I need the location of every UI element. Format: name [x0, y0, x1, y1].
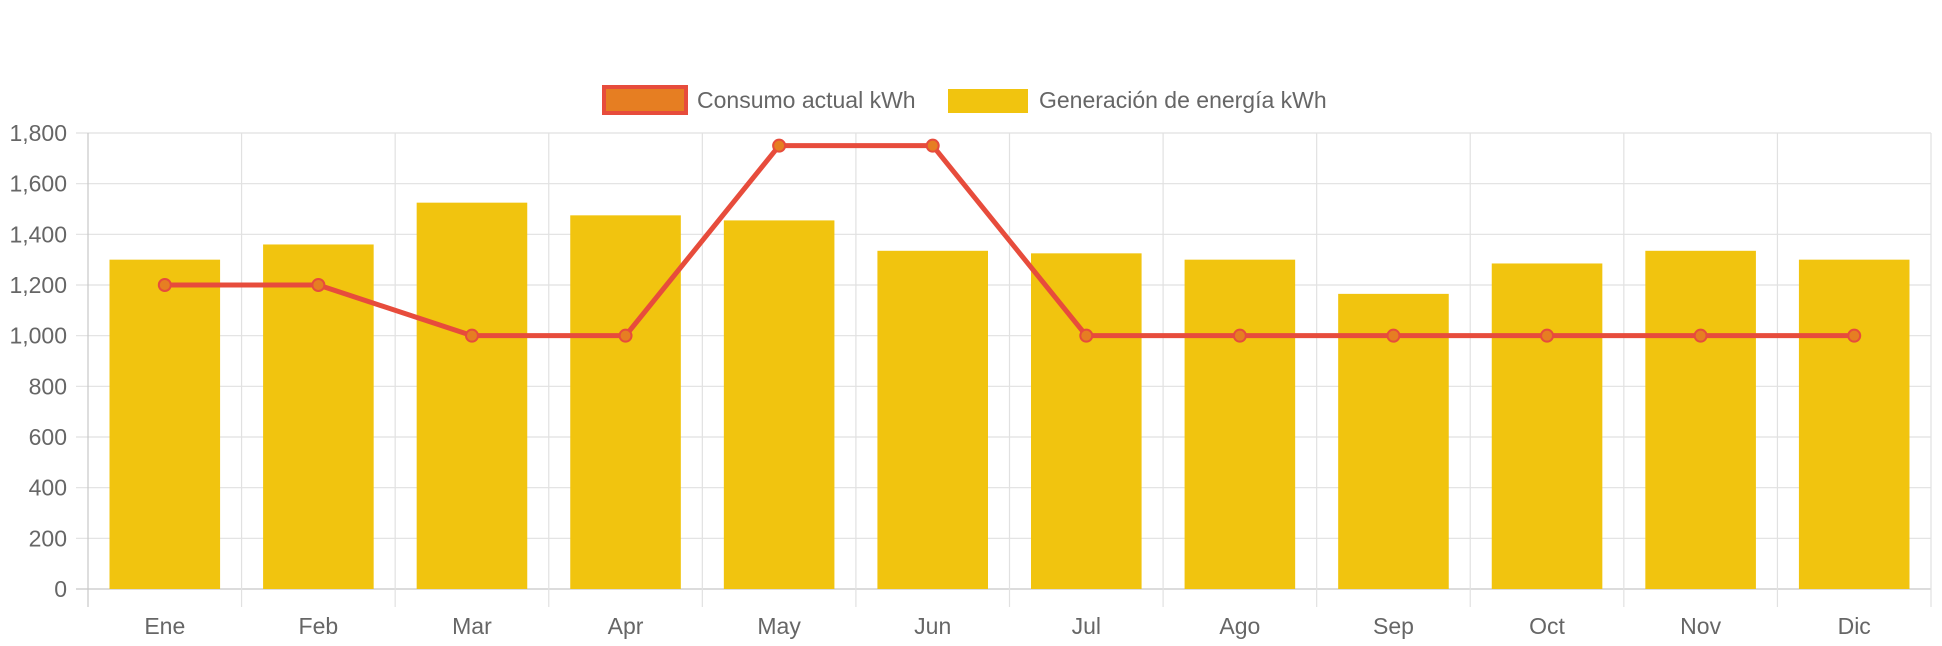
bar[interactable] — [1645, 250, 1756, 590]
legend-item-consumo[interactable]: Consumo actual kWh — [602, 85, 916, 115]
x-tick-label: Oct — [1529, 613, 1565, 639]
y-tick-label: 1,200 — [9, 272, 67, 298]
y-tick-label: 1,800 — [9, 120, 67, 146]
bar[interactable] — [1184, 259, 1296, 589]
bar[interactable] — [1491, 263, 1603, 589]
x-tick-label: Apr — [608, 613, 644, 639]
line-point[interactable] — [618, 328, 633, 343]
grid — [76, 132, 1932, 607]
line-point[interactable] — [1079, 328, 1094, 343]
legend-label-generacion: Generación de energía kWh — [1039, 87, 1327, 113]
x-axis: Ene Feb Mar Apr May Jun Jul Ago Sep Oct Nov Dic — [144, 613, 1871, 639]
line-point[interactable] — [1232, 328, 1247, 343]
x-tick-label: Nov — [1680, 613, 1721, 639]
x-tick-label: Mar — [452, 613, 492, 639]
bar[interactable] — [877, 250, 988, 590]
y-tick-label: 600 — [29, 424, 67, 450]
bar[interactable] — [1338, 293, 1449, 589]
y-tick-label: 0 — [54, 576, 67, 602]
x-tick-label: Dic — [1838, 613, 1871, 639]
y-tick-label: 200 — [29, 525, 67, 551]
bar[interactable] — [1798, 259, 1910, 589]
bar[interactable] — [723, 220, 835, 589]
legend-swatch-consumo — [602, 85, 688, 115]
x-tick-label: May — [757, 613, 801, 639]
legend-label-consumo: Consumo actual kWh — [697, 87, 916, 113]
bar[interactable] — [1031, 253, 1142, 590]
x-tick-label: Jun — [914, 613, 951, 639]
legend-item-generacion[interactable]: Generación de energía kWh — [948, 87, 1327, 113]
line-point[interactable] — [157, 278, 172, 292]
bar[interactable] — [570, 215, 681, 590]
y-tick-label: 1,400 — [9, 221, 67, 247]
line-point[interactable] — [1693, 328, 1708, 343]
line-point[interactable] — [1386, 328, 1401, 343]
line-point[interactable] — [1847, 328, 1862, 343]
bar-series-generacion — [109, 202, 1910, 590]
line-point[interactable] — [925, 138, 940, 153]
bar[interactable] — [263, 244, 374, 589]
y-axis: 0 200 400 600 800 1,000 1,200 1,400 1,600 1,800 — [9, 120, 67, 602]
x-tick-label: Ago — [1219, 613, 1260, 639]
bar[interactable] — [109, 259, 221, 589]
line-point[interactable] — [772, 138, 787, 153]
x-tick-label: Jul — [1072, 613, 1101, 639]
y-tick-label: 1,000 — [9, 323, 67, 349]
line-series-consumo — [157, 138, 1862, 343]
line-point[interactable] — [311, 278, 326, 292]
bar[interactable] — [416, 202, 528, 589]
x-tick-label: Sep — [1373, 613, 1414, 639]
y-tick-label: 400 — [29, 475, 67, 501]
y-tick-label: 1,600 — [9, 171, 67, 197]
x-tick-label: Feb — [299, 613, 339, 639]
x-tick-label: Ene — [144, 613, 185, 639]
series-line — [164, 143, 1855, 339]
legend: Consumo actual kWh Generación de energía… — [602, 85, 1327, 115]
line-point[interactable] — [1540, 328, 1555, 343]
y-tick-label: 800 — [29, 373, 67, 399]
legend-swatch-generacion — [948, 89, 1028, 113]
line-point[interactable] — [464, 328, 479, 343]
